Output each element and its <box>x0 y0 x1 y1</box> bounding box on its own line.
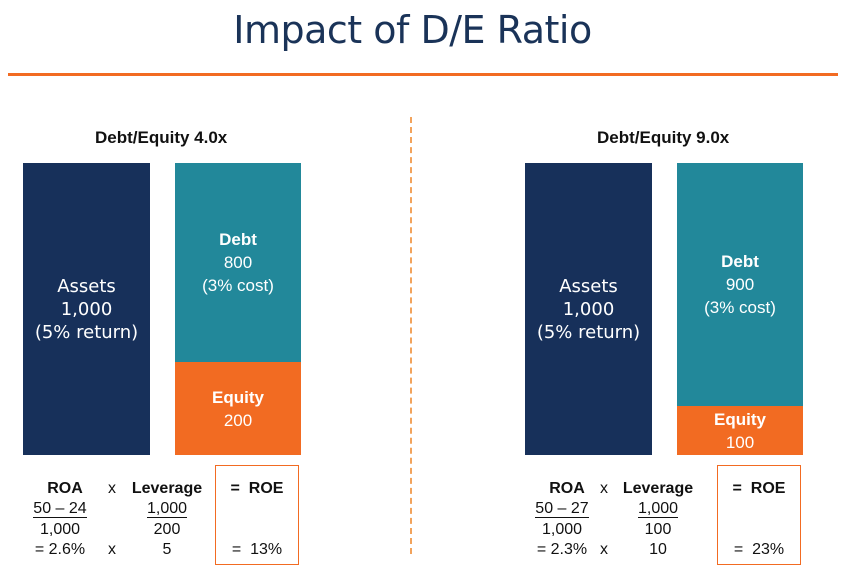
debt-block: Debt 900 (3% cost) <box>677 163 803 406</box>
assets-label: Assets <box>57 275 116 297</box>
leverage-label: Leverage <box>131 480 203 497</box>
assets-label: Assets <box>559 275 618 297</box>
equity-block: Equity 100 <box>677 406 803 455</box>
assets-block: Assets 1,000 (5% return) <box>525 163 652 455</box>
roe-box <box>215 465 299 565</box>
debt-label: Debt <box>219 230 257 249</box>
leverage-result: 5 <box>162 541 172 558</box>
roe-box <box>717 465 801 565</box>
roa-numerator: 50 – 27 <box>535 500 589 518</box>
roe-result: = 13% <box>231 541 283 558</box>
roa-numerator: 50 – 24 <box>33 500 87 518</box>
panel-heading: Debt/Equity 9.0x <box>597 128 730 147</box>
debt-value: 800 <box>223 253 253 272</box>
leverage-denominator: 200 <box>153 521 181 538</box>
roa-result: = 2.6% <box>34 541 86 558</box>
leverage-label: Leverage <box>622 480 694 497</box>
leverage-result: 10 <box>649 541 667 558</box>
roa-label: ROA <box>549 480 585 497</box>
roe-label: = ROE <box>230 480 284 497</box>
times-sign: x <box>108 541 116 558</box>
debt-note: (3% cost) <box>202 276 274 295</box>
roa-denominator: 1,000 <box>541 521 583 538</box>
debt-value: 900 <box>725 275 755 294</box>
panel-de-4x: Debt/Equity 4.0x Assets 1,000 (5% return… <box>0 0 420 580</box>
assets-note: (5% return) <box>34 321 139 343</box>
assets-value: 1,000 <box>562 298 615 320</box>
leverage-denominator: 100 <box>644 521 672 538</box>
debt-block: Debt 800 (3% cost) <box>175 163 301 362</box>
roe-result: = 23% <box>733 541 785 558</box>
page-title: Impact of D/E Ratio <box>233 8 592 52</box>
equity-label: Equity <box>714 409 766 429</box>
times-sign: x <box>108 480 116 497</box>
times-sign: x <box>600 480 608 497</box>
roa-denominator: 1,000 <box>39 521 81 538</box>
times-sign: x <box>600 541 608 558</box>
debt-note: (3% cost) <box>704 298 776 317</box>
equity-value: 100 <box>725 432 755 452</box>
equity-value: 200 <box>223 410 253 430</box>
equity-block: Equity 200 <box>175 362 301 455</box>
debt-label: Debt <box>721 252 759 271</box>
leverage-numerator: 1,000 <box>637 500 679 518</box>
roa-result: = 2.3% <box>536 541 588 558</box>
assets-note: (5% return) <box>536 321 641 343</box>
assets-value: 1,000 <box>60 298 113 320</box>
title-underline <box>8 73 838 76</box>
roe-label: = ROE <box>732 480 786 497</box>
panel-divider <box>410 117 412 554</box>
assets-block: Assets 1,000 (5% return) <box>23 163 150 455</box>
panel-de-9x: Debt/Equity 9.0x Assets 1,000 (5% return… <box>502 0 849 580</box>
equity-label: Equity <box>212 387 264 407</box>
panel-heading: Debt/Equity 4.0x <box>95 128 228 147</box>
leverage-numerator: 1,000 <box>146 500 188 518</box>
roa-label: ROA <box>47 480 83 497</box>
